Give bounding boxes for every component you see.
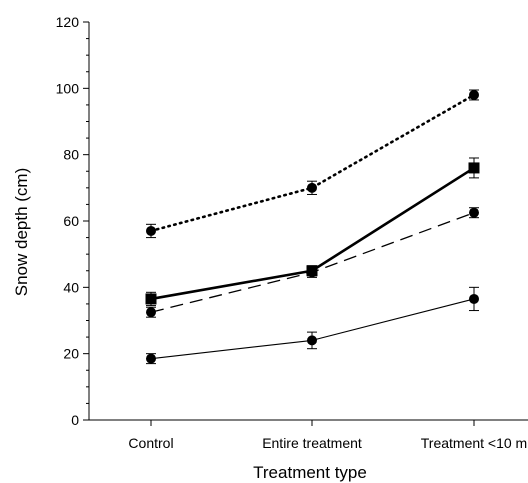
series-4 <box>146 286 479 365</box>
series-line <box>150 298 475 360</box>
data-point-square <box>468 162 480 174</box>
x-axis-title: Treatment type <box>253 463 367 482</box>
series-1 <box>146 89 479 239</box>
data-point-circle <box>307 267 317 278</box>
y-tick-label: 60 <box>63 213 79 229</box>
x-tick-label: Entire treatment <box>262 435 362 451</box>
marks <box>145 89 480 365</box>
y-tick-label: 0 <box>71 412 79 428</box>
data-point-circle <box>469 293 479 304</box>
series-3 <box>146 207 479 318</box>
series-line <box>150 212 475 313</box>
y-tick-label: 40 <box>63 279 79 295</box>
data-point-circle <box>307 182 317 193</box>
y-tick-label: 80 <box>63 147 79 163</box>
data-point-circle <box>146 307 156 318</box>
y-tick-label: 120 <box>56 14 80 30</box>
data-point-circle <box>469 207 479 218</box>
data-point-circle <box>146 225 156 236</box>
data-point-square <box>145 293 157 305</box>
data-point-circle <box>146 353 156 364</box>
series-line <box>149 93 476 233</box>
data-point-circle <box>469 89 479 100</box>
y-tick-label: 100 <box>56 80 80 96</box>
y-axis-title: Snow depth (cm) <box>12 168 31 297</box>
series-2 <box>145 157 480 307</box>
y-tick-label: 20 <box>63 346 79 362</box>
x-tick-label: Treatment <10 m <box>421 435 527 451</box>
axes: 0 20 40 60 80 100 120 Control Entire treatment Tr… <box>56 14 528 451</box>
x-tick-label: Control <box>128 435 173 451</box>
data-point-circle <box>307 335 317 346</box>
